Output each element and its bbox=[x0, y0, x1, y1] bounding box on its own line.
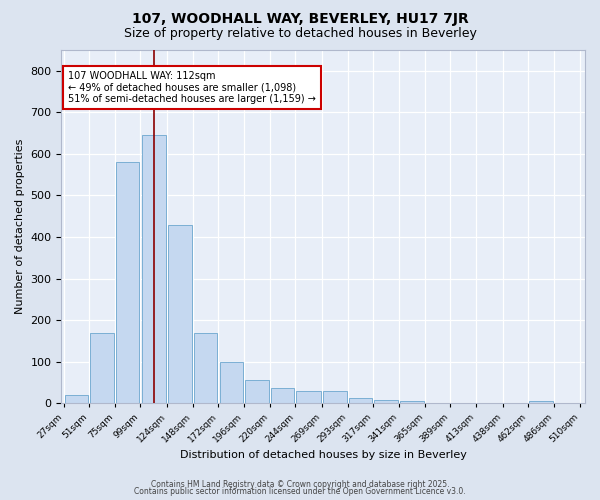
Text: 107, WOODHALL WAY, BEVERLEY, HU17 7JR: 107, WOODHALL WAY, BEVERLEY, HU17 7JR bbox=[131, 12, 469, 26]
Bar bbox=[296, 391, 321, 404]
Text: Size of property relative to detached houses in Beverley: Size of property relative to detached ho… bbox=[124, 28, 476, 40]
Bar bbox=[374, 400, 398, 404]
Bar bbox=[90, 332, 114, 404]
Bar bbox=[271, 388, 295, 404]
Bar bbox=[65, 395, 88, 404]
Bar bbox=[323, 391, 347, 404]
Bar bbox=[529, 402, 553, 404]
Bar bbox=[400, 402, 424, 404]
X-axis label: Distribution of detached houses by size in Beverley: Distribution of detached houses by size … bbox=[180, 450, 467, 460]
Text: 107 WOODHALL WAY: 112sqm
← 49% of detached houses are smaller (1,098)
51% of sem: 107 WOODHALL WAY: 112sqm ← 49% of detach… bbox=[68, 71, 316, 104]
Bar bbox=[194, 332, 217, 404]
Bar bbox=[142, 135, 166, 404]
Bar bbox=[116, 162, 139, 404]
Bar bbox=[220, 362, 243, 404]
Text: Contains HM Land Registry data © Crown copyright and database right 2025.: Contains HM Land Registry data © Crown c… bbox=[151, 480, 449, 489]
Text: Contains public sector information licensed under the Open Government Licence v3: Contains public sector information licen… bbox=[134, 488, 466, 496]
Bar bbox=[168, 224, 192, 404]
Bar bbox=[349, 398, 373, 404]
Bar bbox=[245, 380, 269, 404]
Y-axis label: Number of detached properties: Number of detached properties bbox=[15, 139, 25, 314]
